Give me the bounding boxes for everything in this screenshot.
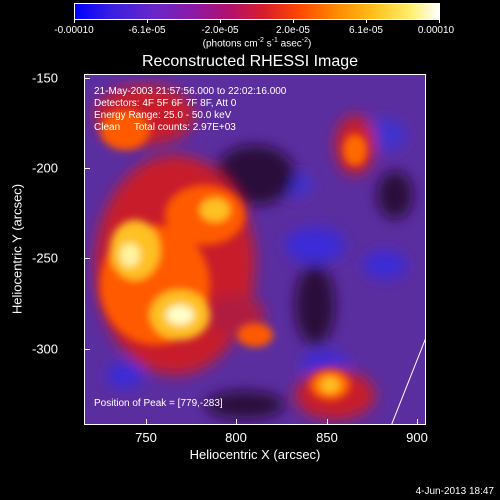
- colorbar-tick-label: -2.0e-05: [201, 25, 239, 36]
- reconstructed-image-map: [85, 75, 425, 424]
- y-axis-tick: [84, 168, 90, 169]
- x-axis-label: Heliocentric X (arcsec): [189, 447, 321, 462]
- colorbar-tick: [439, 19, 440, 23]
- y-axis-tick: [84, 78, 90, 79]
- image-plot-area: [84, 74, 426, 425]
- info-total-counts: Clean Total counts: 2.97E+03: [94, 122, 236, 133]
- y-tick-label: -200: [32, 160, 59, 176]
- x-tick-label: 900: [406, 430, 428, 445]
- x-tick-label: 750: [135, 430, 157, 445]
- y-tick-label: -300: [32, 341, 59, 357]
- observation-info: 21-May-2003 21:57:56.000 to 22:02:16.000…: [94, 86, 286, 134]
- info-detectors: Detectors: 4F 5F 6F 7F 8F, Att 0: [94, 98, 237, 109]
- x-axis-tick: [146, 419, 147, 425]
- y-tick-label: -250: [32, 250, 59, 266]
- colorbar-tick-label: 6.1e-05: [349, 25, 383, 36]
- colorbar: [74, 3, 440, 20]
- colorbar-tick-label: 0.00010: [417, 25, 455, 36]
- colorbar-tick: [74, 19, 75, 23]
- colorbar-tick: [147, 19, 148, 23]
- y-axis-tick: [84, 349, 90, 350]
- peak-position: Position of Peak = [779,-283]: [94, 398, 223, 409]
- x-axis-tick: [417, 419, 418, 425]
- x-axis-tick: [236, 419, 237, 425]
- colorbar-tick-label: -6.1e-05: [128, 25, 166, 36]
- y-tick-label: -150: [32, 70, 59, 86]
- colorbar-tick-label: 2.0e-05: [276, 25, 310, 36]
- x-tick-label: 800: [225, 430, 247, 445]
- colorbar-tick: [366, 19, 367, 23]
- x-tick-label: 850: [316, 430, 338, 445]
- y-axis-tick: [84, 258, 90, 259]
- colorbar-tick: [220, 19, 221, 23]
- info-time-range: 21-May-2003 21:57:56.000 to 22:02:16.000: [94, 86, 287, 97]
- colorbar-units: (photons cm-2 s-1 asec-2): [202, 37, 312, 50]
- x-axis-tick: [327, 419, 328, 425]
- y-axis-label: Heliocentric Y (arcsec): [9, 183, 25, 315]
- image-title: Reconstructed RHESSI Image: [141, 53, 359, 70]
- colorbar-tick-label: -0.00010: [54, 25, 94, 36]
- generation-timestamp: 4-Jun-2013 18:47: [415, 486, 494, 497]
- colorbar-tick: [293, 19, 294, 23]
- info-energy-range: Energy Range: 25.0 - 50.0 keV: [94, 110, 232, 121]
